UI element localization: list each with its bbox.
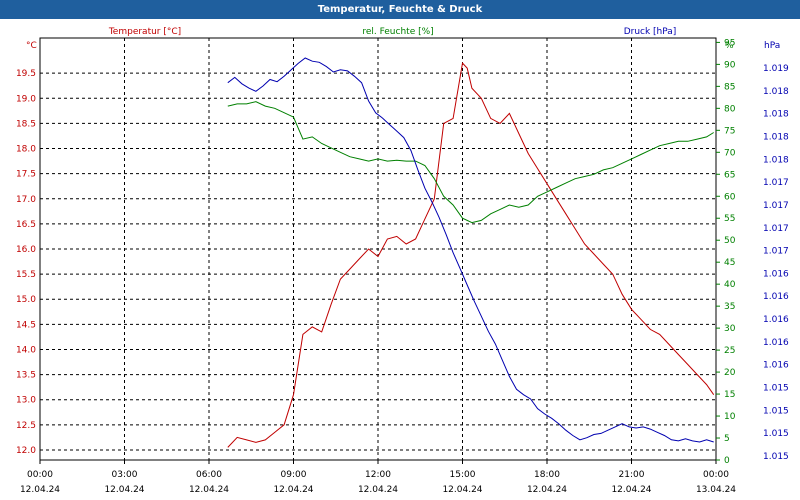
- tick-label-humidity: 0: [724, 456, 730, 466]
- axis-unit-temperature: °C: [26, 41, 37, 51]
- axis-label-temperature: Temperatur [°C]: [108, 27, 181, 37]
- tick-label-temperature: 16.5: [16, 220, 36, 230]
- x-tick-time: 00:00: [27, 470, 53, 480]
- tick-label-pressure: 1.018: [763, 110, 789, 120]
- tick-label-humidity: 35: [724, 302, 735, 312]
- tick-label-humidity: 55: [724, 214, 735, 224]
- tick-label-humidity: 85: [724, 82, 735, 92]
- tick-label-humidity: 65: [724, 170, 735, 180]
- tick-label-temperature: 17.5: [16, 170, 36, 180]
- x-tick-time: 12:00: [365, 470, 391, 480]
- chart-title: Temperatur, Feuchte & Druck: [317, 4, 483, 15]
- tick-label-temperature: 13.5: [16, 371, 36, 381]
- tick-label-pressure: 1.016: [763, 338, 789, 348]
- tick-label-temperature: 14.5: [16, 320, 36, 330]
- tick-label-pressure: 1.016: [763, 315, 789, 325]
- x-tick-time: 09:00: [281, 470, 307, 480]
- tick-label-temperature: 16.0: [16, 245, 36, 255]
- chart-grid: [39, 37, 717, 461]
- tick-label-temperature: 14.0: [16, 345, 36, 355]
- tick-label-pressure: 1.015: [763, 406, 789, 416]
- series-line-temperature: [227, 62, 715, 448]
- tick-label-humidity: 50: [724, 236, 736, 246]
- tick-label-pressure: 1.017: [763, 201, 789, 211]
- x-tick-time: 18:00: [534, 470, 560, 480]
- tick-label-pressure: 1.017: [763, 224, 789, 234]
- tick-label-pressure: 1.015: [763, 429, 789, 439]
- series-line-pressure: [227, 57, 714, 443]
- tick-label-humidity: 90: [724, 60, 736, 70]
- x-tick-time: 06:00: [196, 470, 222, 480]
- tick-label-humidity: 30: [724, 324, 736, 334]
- tick-label-pressure: 1.016: [763, 292, 789, 302]
- axis-label-humidity: rel. Feuchte [%]: [362, 27, 433, 37]
- x-tick-date: 12.04.24: [273, 485, 313, 495]
- tick-label-pressure: 1.015: [763, 452, 789, 462]
- series-group: [227, 57, 715, 448]
- x-tick-date: 12.04.24: [104, 485, 144, 495]
- tick-label-pressure: 1.016: [763, 361, 789, 371]
- tick-label-humidity: 5: [724, 434, 730, 444]
- tick-label-pressure: 1.017: [763, 247, 789, 257]
- tick-label-humidity: 70: [724, 148, 736, 158]
- tick-label-temperature: 18.0: [16, 145, 36, 155]
- tick-label-humidity: 25: [724, 346, 735, 356]
- axis-unit-pressure: hPa: [764, 41, 780, 51]
- tick-label-pressure: 1.018: [763, 132, 789, 142]
- tick-label-temperature: 12.0: [16, 446, 36, 456]
- x-tick-time: 21:00: [619, 470, 645, 480]
- tick-label-humidity: 15: [724, 390, 735, 400]
- tick-label-pressure: 1.018: [763, 87, 789, 97]
- x-tick-date: 13.04.24: [696, 485, 736, 495]
- tick-label-temperature: 18.5: [16, 119, 36, 129]
- tick-label-temperature: 19.0: [16, 94, 36, 104]
- axis-label-pressure: Druck [hPa]: [624, 27, 677, 37]
- x-tick-date: 12.04.24: [442, 485, 482, 495]
- x-tick-time: 03:00: [112, 470, 138, 480]
- tick-label-pressure: 1.015: [763, 384, 789, 394]
- tick-label-humidity: 10: [724, 412, 736, 422]
- tick-label-temperature: 15.0: [16, 295, 36, 305]
- x-tick-date: 12.04.24: [20, 485, 60, 495]
- tick-label-temperature: 13.0: [16, 396, 36, 406]
- tick-label-humidity: 95: [724, 38, 735, 48]
- tick-label-pressure: 1.018: [763, 155, 789, 165]
- axis-unit-humidity: %: [725, 41, 734, 51]
- tick-label-pressure: 1.017: [763, 178, 789, 188]
- x-tick-time: 00:00: [703, 470, 729, 480]
- tick-label-pressure: 1.019: [763, 64, 789, 74]
- x-tick-date: 12.04.24: [189, 485, 229, 495]
- tick-label-humidity: 40: [724, 280, 736, 290]
- tick-label-temperature: 15.5: [16, 270, 36, 280]
- x-tick-time: 15:00: [450, 470, 476, 480]
- axis-ticks: 12.0 12.5 13.0 13.5 14.0 14.5 15.0 15.5 16.0 16.5…: [16, 38, 789, 495]
- tick-label-temperature: 17.0: [16, 195, 36, 205]
- x-tick-date: 12.04.24: [358, 485, 398, 495]
- tick-label-temperature: 12.5: [16, 421, 36, 431]
- x-tick-date: 12.04.24: [611, 485, 651, 495]
- tick-label-humidity: 60: [724, 192, 736, 202]
- tick-label-humidity: 45: [724, 258, 735, 268]
- tick-label-humidity: 80: [724, 104, 736, 114]
- tick-label-humidity: 20: [724, 368, 736, 378]
- tick-label-pressure: 1.016: [763, 269, 789, 279]
- title-bar: Temperatur, Feuchte & Druck: [0, 0, 800, 19]
- tick-label-humidity: 75: [724, 126, 735, 136]
- series-line-humidity: [227, 101, 714, 224]
- x-tick-date: 12.04.24: [527, 485, 567, 495]
- tick-label-temperature: 19.5: [16, 69, 36, 79]
